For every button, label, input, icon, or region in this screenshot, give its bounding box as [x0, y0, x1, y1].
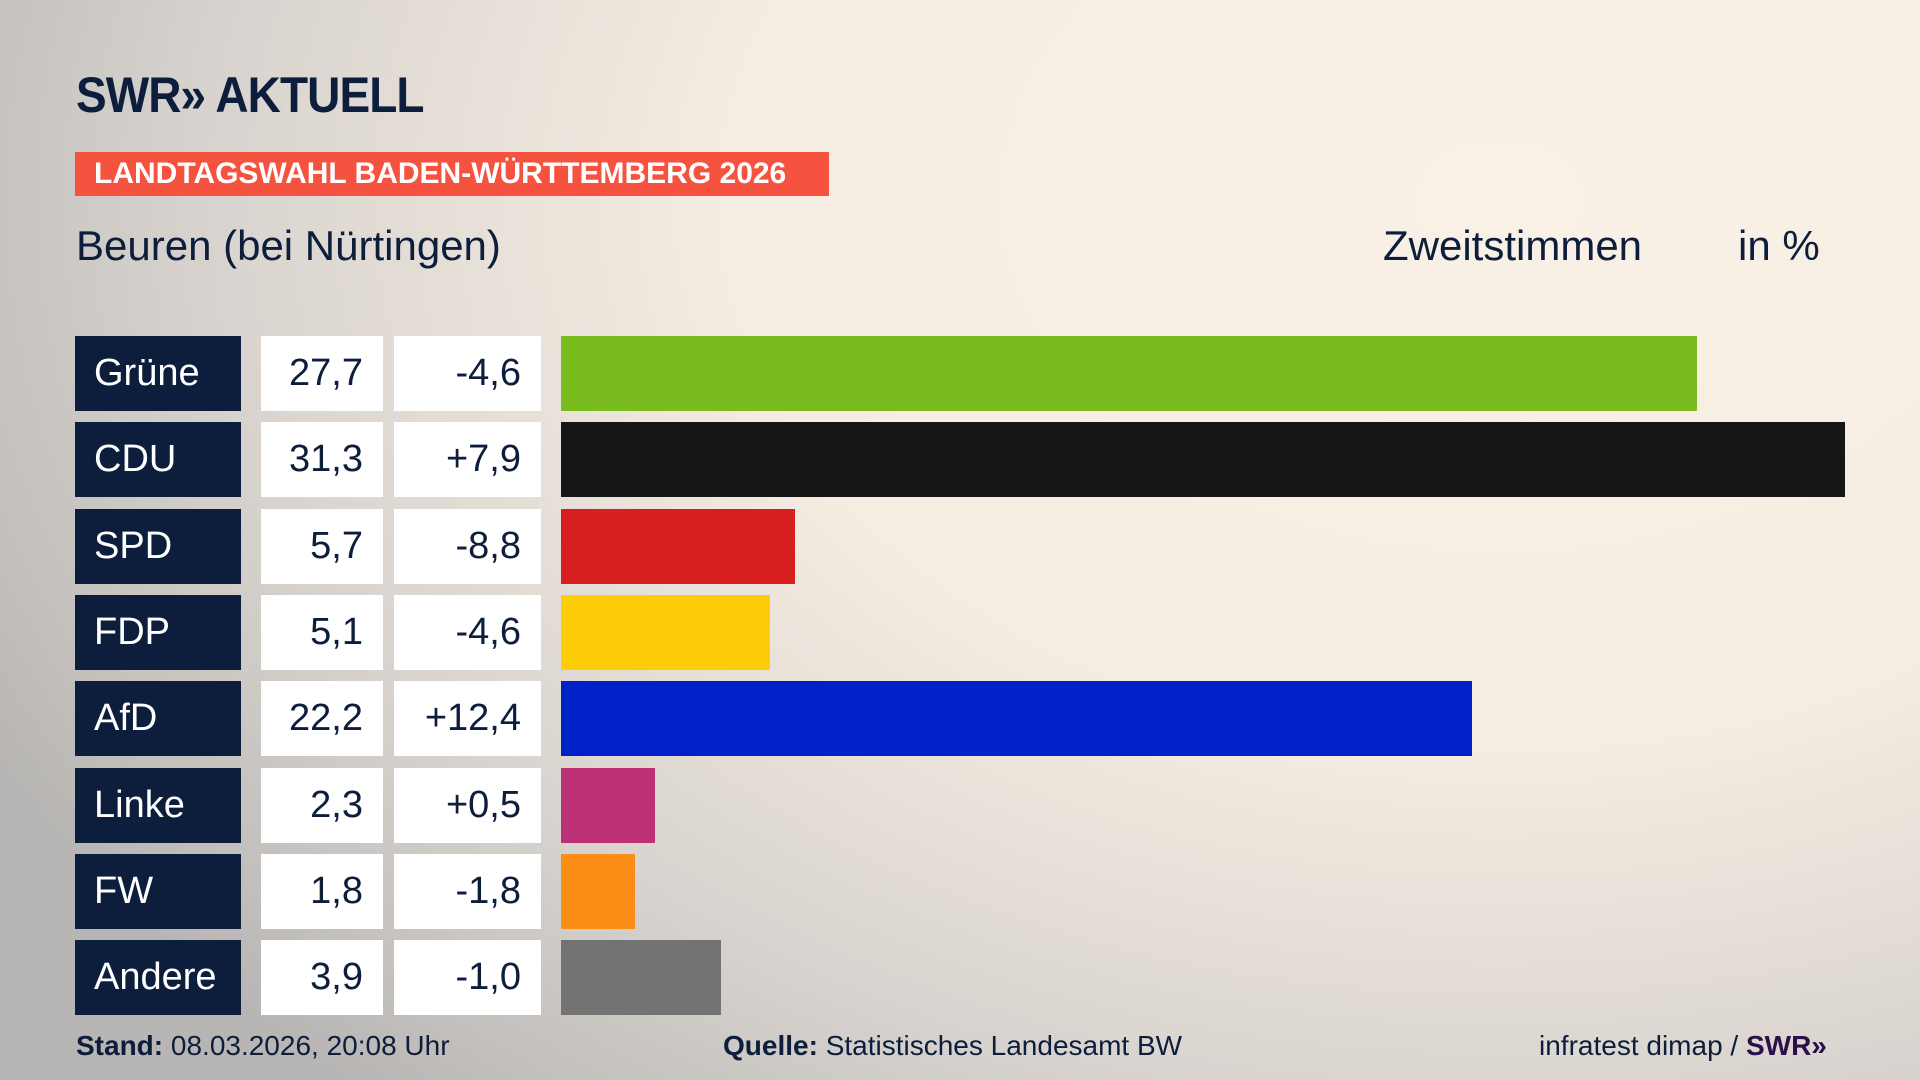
value-label: 3,9	[261, 940, 383, 1016]
value-label: 2,3	[261, 767, 383, 843]
bar-fw	[561, 853, 635, 929]
party-label: FDP	[75, 594, 241, 670]
value-label: 27,7	[261, 336, 383, 411]
bar-linke	[561, 767, 656, 843]
value-label: 5,7	[261, 508, 383, 584]
stand-value: 08.03.2026, 20:08 Uhr	[170, 1030, 450, 1061]
change-label: -4,6	[394, 594, 541, 670]
change-label: -4,6	[394, 336, 541, 411]
change-label: +0,5	[394, 767, 541, 843]
change-label: -8,8	[394, 508, 541, 584]
unit-label: in %	[1738, 222, 1820, 269]
value-label: 22,2	[261, 681, 383, 757]
bar-andere	[561, 940, 721, 1016]
election-banner: LANDTAGSWAHL BADEN-WÜRTTEMBERG 2026	[75, 152, 829, 196]
party-label: Linke	[75, 767, 241, 843]
change-label: +7,9	[394, 422, 541, 498]
change-label: -1,0	[394, 940, 541, 1016]
bar-grne	[561, 336, 1698, 411]
swr-aktuell-logo: SWR» AKTUELL	[76, 67, 424, 123]
change-label: +12,4	[394, 681, 541, 757]
party-label: FW	[75, 853, 241, 929]
credit-text: infratest dimap /	[1539, 1030, 1739, 1061]
party-label: Andere	[75, 940, 241, 1016]
bar-fdp	[561, 594, 771, 670]
source-label: Quelle:	[723, 1030, 818, 1061]
party-label: AfD	[75, 681, 241, 757]
party-label: Grüne	[75, 336, 241, 411]
source: Quelle: Statistisches Landesamt BW	[723, 1030, 1182, 1062]
stand-label: Stand:	[76, 1030, 164, 1061]
credit: infratest dimap / SWR»	[1539, 1030, 1827, 1062]
swr-logo: SWR»	[1745, 1030, 1827, 1061]
source-value: Statistisches Landesamt BW	[825, 1030, 1183, 1061]
bar-cdu	[561, 422, 1845, 498]
value-label: 31,3	[261, 422, 383, 498]
bar-spd	[561, 508, 795, 584]
change-label: -1,8	[394, 853, 541, 929]
vote-type-label: Zweitstimmen	[1383, 222, 1643, 269]
value-label: 5,1	[261, 594, 383, 670]
value-label: 1,8	[261, 853, 383, 929]
party-label: CDU	[75, 422, 241, 498]
municipality-title: Beuren (bei Nürtingen)	[76, 222, 501, 269]
timestamp: Stand: 08.03.2026, 20:08 Uhr	[76, 1030, 450, 1062]
bar-afd	[561, 681, 1472, 757]
party-label: SPD	[75, 508, 241, 584]
